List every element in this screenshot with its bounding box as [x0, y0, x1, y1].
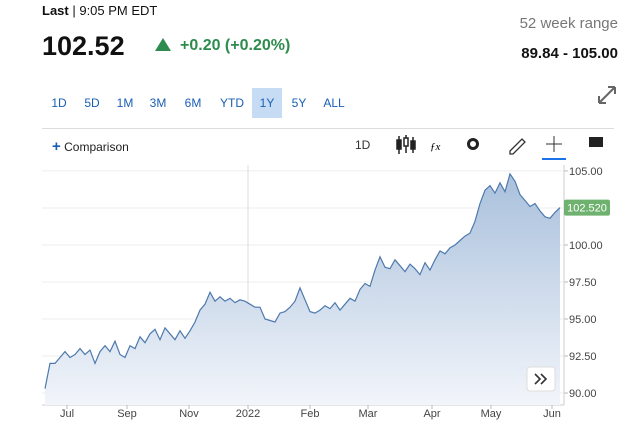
- up-arrow: [155, 38, 171, 51]
- interval-button[interactable]: 1D: [355, 138, 371, 152]
- draw-icon[interactable]: [509, 138, 526, 155]
- expand-icon[interactable]: [596, 84, 618, 106]
- period-button[interactable]: 3M: [149, 96, 167, 110]
- price-line: [44, 172, 561, 389]
- y-tick-label: 92.50: [569, 351, 597, 363]
- range-label: 52 week range: [519, 15, 618, 32]
- x-tick-label: Sep: [117, 408, 137, 420]
- y-tick-label: 90.00: [569, 388, 597, 400]
- x-tick-label: Feb: [301, 408, 320, 420]
- fx-icon[interactable]: ƒx: [430, 141, 441, 153]
- scroll-button[interactable]: [526, 366, 556, 392]
- candle-icon[interactable]: [396, 135, 416, 154]
- settings-icon[interactable]: [467, 138, 479, 150]
- range: 89.84 - 105.00: [521, 45, 618, 62]
- last-price-box: [564, 199, 610, 216]
- toolbar-divider: [42, 128, 614, 129]
- note-icon[interactable]: [589, 137, 603, 147]
- x-tick-label: Jul: [60, 408, 74, 420]
- change: +0.20 (+0.20%): [180, 37, 291, 54]
- y-tick-label: 95.00: [569, 314, 597, 326]
- period-button[interactable]: 6M: [184, 96, 202, 110]
- period-button[interactable]: YTD: [220, 96, 244, 110]
- comparison-button[interactable]: + Comparison: [52, 138, 129, 155]
- period-button[interactable]: 1M: [116, 96, 134, 110]
- toolbar-icons: ƒx: [396, 135, 603, 160]
- last-price-label: 102.520: [567, 203, 607, 215]
- x-tick-label: Mar: [359, 408, 378, 420]
- y-tick-label: 100.00: [569, 240, 603, 252]
- x-tick-label: Nov: [179, 408, 199, 420]
- crosshair-icon[interactable]: [546, 136, 562, 152]
- period-button[interactable]: ALL: [323, 96, 345, 110]
- period-button[interactable]: 1Y: [252, 88, 282, 118]
- x-tick-label: Apr: [423, 408, 440, 420]
- last-update: Last | 9:05 PM EDT: [42, 3, 158, 18]
- y-tick-label: 97.50: [569, 277, 597, 289]
- x-tick-label: Jun: [543, 408, 561, 420]
- price: 102.52: [42, 31, 125, 61]
- area: [45, 173, 560, 405]
- time: 9:05 PM EDT: [79, 3, 158, 18]
- last-label: Last: [42, 3, 69, 18]
- comparison-label: Comparison: [64, 140, 129, 154]
- period-button[interactable]: 5D: [84, 96, 100, 110]
- x-tick-label: 2022: [236, 408, 260, 420]
- period-button[interactable]: 1D: [51, 96, 67, 110]
- x-tick-label: May: [481, 408, 502, 420]
- y-tick-label: 105.00: [569, 166, 603, 178]
- period-button[interactable]: 5Y: [291, 96, 307, 110]
